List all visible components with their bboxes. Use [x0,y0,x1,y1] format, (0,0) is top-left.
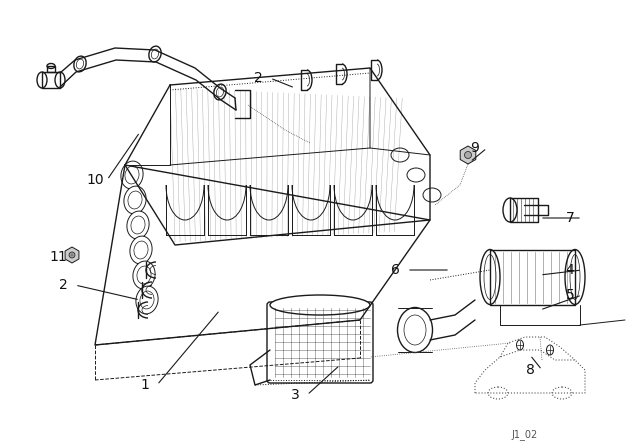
Ellipse shape [140,291,154,309]
Ellipse shape [407,168,425,182]
Ellipse shape [547,345,554,355]
Ellipse shape [516,340,524,350]
Ellipse shape [552,387,572,399]
Text: 10: 10 [86,173,104,187]
Ellipse shape [47,64,55,69]
Ellipse shape [37,72,47,88]
Text: 4: 4 [566,263,574,277]
Ellipse shape [136,286,158,314]
Ellipse shape [127,211,149,239]
Ellipse shape [570,254,580,300]
Polygon shape [460,146,476,164]
Ellipse shape [270,295,370,315]
Ellipse shape [423,188,441,202]
Ellipse shape [397,307,433,353]
Ellipse shape [134,241,148,259]
Ellipse shape [69,252,75,258]
Ellipse shape [124,186,146,214]
Text: 5: 5 [566,288,574,302]
Ellipse shape [565,250,585,305]
Text: 8: 8 [525,363,534,377]
Text: 7: 7 [566,211,574,225]
Text: 1: 1 [141,378,149,392]
Ellipse shape [391,148,409,162]
Ellipse shape [488,387,508,399]
Ellipse shape [131,216,145,234]
Text: 6: 6 [390,263,399,277]
Ellipse shape [121,161,143,189]
Ellipse shape [130,236,152,264]
Ellipse shape [465,151,472,159]
Ellipse shape [503,198,517,222]
Ellipse shape [484,254,496,300]
Text: J1_02: J1_02 [512,430,538,440]
Text: 11: 11 [49,250,67,264]
Ellipse shape [480,250,500,305]
FancyBboxPatch shape [267,302,373,383]
Text: 3: 3 [291,388,300,402]
Polygon shape [65,247,79,263]
Ellipse shape [125,166,139,184]
Ellipse shape [404,315,426,345]
Text: 2: 2 [59,278,67,292]
Ellipse shape [128,191,142,209]
Text: 2: 2 [253,71,262,85]
Ellipse shape [55,72,65,88]
Ellipse shape [137,266,151,284]
Text: 9: 9 [470,141,479,155]
Ellipse shape [133,261,155,289]
